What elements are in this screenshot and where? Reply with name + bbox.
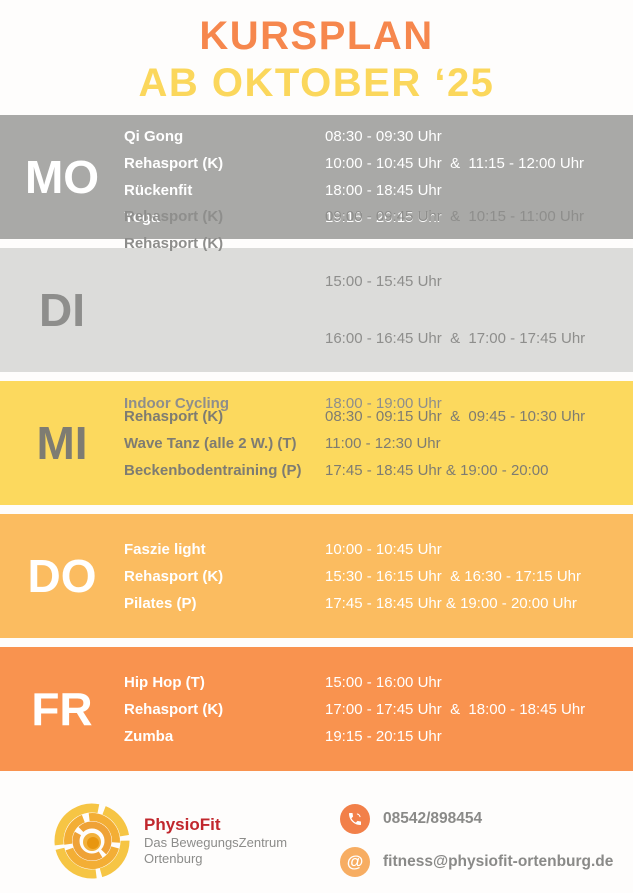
course-time: 18:00 - 19:00 Uhr bbox=[325, 395, 442, 412]
schedule-section-do: DO Faszie light 10:00 - 10:45 Uhr Rehasp… bbox=[0, 514, 633, 638]
course-name: Rehasport (K) bbox=[124, 208, 224, 225]
course-time: 19:15 - 20:15 Uhr bbox=[325, 727, 442, 745]
course-time: 11:00 - 12:30 Uhr bbox=[325, 434, 441, 452]
course-rows-mo: Qi Gong 08:30 - 09:30 Uhr Rehasport (K) … bbox=[124, 127, 633, 227]
course-times: 09:00 - 09:45 Uhr & 10:15 - 11:00 Uhr bbox=[325, 207, 625, 226]
course-time: 15:00 - 16:00 Uhr bbox=[325, 673, 442, 691]
course-name: Hip Hop (T) bbox=[124, 673, 205, 691]
course-time: 15:00 - 15:45 Uhr bbox=[325, 273, 442, 290]
course-time: 17:00 - 17:45 Uhr & 18:00 - 18:45 Uhr bbox=[325, 700, 586, 718]
brand-block: PhysioFit Das BewegungsZentrum Ortenburg bbox=[144, 815, 304, 867]
course-name: Yoga bbox=[124, 209, 160, 226]
course-time: 08:30 - 09:30 Uhr bbox=[325, 128, 442, 145]
course-times: 19:15 - 20:15 Uhr bbox=[325, 727, 625, 746]
day-label-mi: MI bbox=[36, 417, 88, 469]
course-row: Rehasport (K) 17:00 - 17:45 Uhr & 18:00 … bbox=[124, 700, 625, 719]
phone-icon bbox=[340, 804, 370, 834]
course-times: 11:00 - 12:30 Uhr bbox=[325, 434, 625, 453]
course-row: Pilates (P) 17:45 - 18:45 Uhr & 19:00 - … bbox=[124, 594, 625, 613]
course-times: 19:15 - 20:15 Uhr bbox=[325, 208, 625, 227]
course-name: Faszie light bbox=[124, 540, 206, 558]
schedule-section-fr: FR Hip Hop (T) 15:00 - 16:00 Uhr Rehaspo… bbox=[0, 647, 633, 771]
course-name: Rehasport (K) bbox=[124, 407, 224, 425]
course-times: 15:30 - 16:15 Uhr & 16:30 - 17:15 Uhr bbox=[325, 567, 625, 586]
course-row: Rehasport (K) 10:00 - 10:45 Uhr & 11:15 … bbox=[124, 154, 625, 173]
course-name: Rehasport (K) bbox=[124, 235, 224, 252]
course-row: Rehasport (K) 08:30 - 09:15 Uhr & 09:45 … bbox=[124, 407, 625, 426]
brand-subtitle: Das BewegungsZentrum bbox=[144, 834, 288, 850]
course-time: 09:00 - 09:45 Uhr & 10:15 - 11:00 Uhr bbox=[325, 208, 585, 225]
email-address: fitness@physiofit-ortenburg.de bbox=[383, 853, 614, 870]
course-name: Zumba bbox=[124, 727, 174, 745]
course-time: 16:00 - 16:45 Uhr & 17:00 - 17:45 Uhr bbox=[325, 330, 586, 347]
course-time: 10:00 - 10:45 Uhr & 11:15 - 12:00 Uhr bbox=[325, 155, 585, 172]
course-times: 08:30 - 09:15 Uhr & 09:45 - 10:30 Uhr bbox=[325, 407, 625, 426]
course-name: Wave Tanz (alle 2 W.) (T) bbox=[124, 434, 297, 452]
course-row: Hip Hop (T) 15:00 - 16:00 Uhr bbox=[124, 673, 625, 692]
course-row: Rehasport (K) 15:30 - 16:15 Uhr & 16:30 … bbox=[124, 567, 625, 586]
course-row: Rehasport (K) 15:00 - 15:45 Uhr 16:00 - … bbox=[124, 234, 625, 386]
course-times: 17:45 - 18:45 Uhr & 19:00 - 20:00 Uhr bbox=[325, 594, 625, 613]
title-line-2: AB OKTOBER ‘25 bbox=[138, 61, 495, 105]
course-times: 17:00 - 17:45 Uhr & 18:00 - 18:45 Uhr bbox=[325, 700, 625, 719]
course-times: 17:45 - 18:45 Uhr & 19:00 - 20:00 bbox=[325, 461, 625, 480]
course-times: 10:00 - 10:45 Uhr bbox=[325, 540, 625, 559]
course-time: 19:15 - 20:15 Uhr bbox=[325, 209, 442, 226]
brand-city: Ortenburg bbox=[144, 850, 203, 866]
course-rows-mi: Rehasport (K) 08:30 - 09:15 Uhr & 09:45 … bbox=[124, 407, 633, 480]
course-row: Indoor Cycling 18:00 - 19:00 Uhr bbox=[124, 394, 625, 413]
course-time: 10:00 - 10:45 Uhr bbox=[325, 540, 442, 558]
course-times: 08:30 - 09:30 Uhr bbox=[325, 127, 625, 146]
course-time: 17:45 - 18:45 Uhr & 19:00 - 20:00 bbox=[325, 461, 549, 479]
at-icon: @ bbox=[340, 847, 370, 877]
course-name: Qi Gong bbox=[124, 128, 184, 145]
course-name: Rehasport (K) bbox=[124, 155, 224, 172]
course-rows-do: Faszie light 10:00 - 10:45 Uhr Rehasport… bbox=[124, 540, 633, 613]
course-name: Rückenfit bbox=[124, 182, 193, 199]
email-row: @ fitness@physiofit-ortenburg.de bbox=[340, 847, 613, 877]
phone-row: 08542/898454 bbox=[340, 804, 613, 834]
course-times: 15:00 - 15:45 Uhr 16:00 - 16:45 Uhr & 17… bbox=[325, 234, 625, 386]
footer: PhysioFit Das BewegungsZentrum Ortenburg… bbox=[0, 780, 633, 893]
course-time: 08:30 - 09:15 Uhr & 09:45 - 10:30 Uhr bbox=[325, 407, 586, 425]
physiofit-sun-logo-icon bbox=[54, 803, 130, 878]
schedule-section-di: DI Rehasport (K) 09:00 - 09:45 Uhr & 10:… bbox=[0, 208, 633, 412]
schedule-section-mi: MI Rehasport (K) 08:30 - 09:15 Uhr & 09:… bbox=[0, 381, 633, 505]
contact-block: 08542/898454 @ fitness@physiofit-ortenbu… bbox=[340, 804, 613, 877]
course-name: Rehasport (K) bbox=[124, 567, 224, 585]
course-time: 18:00 - 18:45 Uhr bbox=[325, 182, 442, 199]
course-row: Zumba 19:15 - 20:15 Uhr bbox=[124, 727, 625, 746]
day-label-fr: FR bbox=[31, 683, 93, 735]
day-label-do: DO bbox=[27, 550, 97, 602]
course-row: Rückenfit 18:00 - 18:45 Uhr bbox=[124, 181, 625, 200]
course-times: 10:00 - 10:45 Uhr & 11:15 - 12:00 Uhr bbox=[325, 154, 625, 173]
course-name: Indoor Cycling bbox=[124, 395, 229, 412]
course-row: Rehasport (K) 09:00 - 09:45 Uhr & 10:15 … bbox=[124, 207, 625, 226]
course-times: 18:00 - 18:45 Uhr bbox=[325, 181, 625, 200]
course-name: Rehasport (K) bbox=[124, 700, 224, 718]
course-name: Beckenbodentraining (P) bbox=[124, 461, 302, 479]
course-rows-fr: Hip Hop (T) 15:00 - 16:00 Uhr Rehasport … bbox=[124, 673, 633, 746]
course-row: Yoga 19:15 - 20:15 Uhr bbox=[124, 208, 625, 227]
phone-number: 08542/898454 bbox=[383, 810, 483, 827]
course-time: 17:45 - 18:45 Uhr & 19:00 - 20:00 Uhr bbox=[325, 594, 577, 612]
course-name: Pilates (P) bbox=[124, 594, 197, 612]
course-times: 15:00 - 16:00 Uhr bbox=[325, 673, 625, 692]
brand-name: PhysioFit bbox=[144, 814, 221, 834]
day-label-mo: MO bbox=[24, 151, 100, 203]
title-line-1: KURSPLAN bbox=[199, 14, 434, 58]
course-row: Beckenbodentraining (P) 17:45 - 18:45 Uh… bbox=[124, 461, 625, 480]
course-times: 18:00 - 19:00 Uhr bbox=[325, 394, 625, 413]
schedule-section-mo: MO Qi Gong 08:30 - 09:30 Uhr Rehasport (… bbox=[0, 115, 633, 239]
course-row: Wave Tanz (alle 2 W.) (T) 11:00 - 12:30 … bbox=[124, 434, 625, 453]
course-rows-di: Rehasport (K) 09:00 - 09:45 Uhr & 10:15 … bbox=[124, 207, 633, 413]
course-row: Faszie light 10:00 - 10:45 Uhr bbox=[124, 540, 625, 559]
course-time: 15:30 - 16:15 Uhr & 16:30 - 17:15 Uhr bbox=[325, 567, 581, 585]
day-label-di: DI bbox=[39, 284, 85, 336]
course-row: Qi Gong 08:30 - 09:30 Uhr bbox=[124, 127, 625, 146]
poster-title: KURSPLAN AB OKTOBER ‘25 bbox=[0, 0, 633, 115]
